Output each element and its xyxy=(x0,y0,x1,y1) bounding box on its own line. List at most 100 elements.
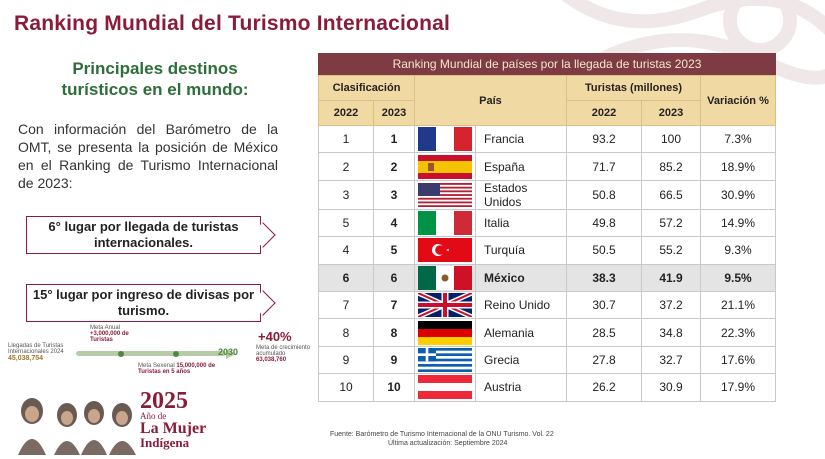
tourists-2023-cell: 30.9 xyxy=(641,373,701,402)
intro-text: Con información del Barómetro de la OMT,… xyxy=(18,121,278,191)
country-cell: Turquía xyxy=(475,236,567,265)
table-row: 8 8 Alemania 28.5 34.8 22.3% xyxy=(318,318,776,347)
tourists-2023-cell: 57.2 xyxy=(641,208,701,238)
variation-cell: 7.3% xyxy=(700,124,776,154)
tourists-2023-cell: 41.9 xyxy=(641,263,701,292)
table-row: 1 1 Francia 93.2 100 7.3% xyxy=(318,124,776,154)
growth-goal-label: Meta de crecimiento acumulado xyxy=(256,345,311,357)
rank-2023-cell: 2 xyxy=(373,152,415,181)
mexico-flag-icon xyxy=(418,265,472,290)
country-cell: Estados Unidos xyxy=(475,179,567,210)
austria-flag-icon xyxy=(418,375,472,400)
rank-2022-cell: 6 xyxy=(318,263,374,292)
rank-2023-cell: 9 xyxy=(373,345,415,375)
table-title: Ranking Mundial de países por la llegada… xyxy=(318,53,776,75)
tourists-2022-cell: 50.5 xyxy=(566,236,642,265)
table-row: 4 5 Turquía 50.5 55.2 9.3% xyxy=(318,236,776,265)
italy-flag-icon xyxy=(418,210,472,235)
timeline-dot-sexennial xyxy=(173,350,179,357)
header-class-2022: 2022 xyxy=(318,100,374,126)
ranking-table: Clasificación País Turistas (millones) V… xyxy=(318,75,776,402)
country-cell: Alemania xyxy=(475,318,567,347)
uk-flag-icon xyxy=(418,293,472,318)
tourists-2022-cell: 49.8 xyxy=(566,208,642,238)
growth-goal: Meta de crecimiento acumulado 63,038,760 xyxy=(256,345,314,363)
rank-2022-cell: 5 xyxy=(318,208,374,238)
year-of-indigenous-woman-logo: 2025 Año de La Mujer Indígena xyxy=(140,389,212,449)
revenue-callout-text: 15° lugar por ingreso de divisas por tur… xyxy=(32,287,255,318)
rank-2022-cell: 7 xyxy=(318,290,374,320)
france-flag-icon xyxy=(418,127,472,152)
table-row: 9 9 Grecia 27.8 32.7 17.6% xyxy=(318,345,776,375)
tourists-2022-cell: 30.7 xyxy=(566,290,642,320)
rank-2023-cell: 10 xyxy=(373,373,415,402)
growth-goal-value: 63,038,760 xyxy=(256,357,287,363)
country-cell: Austria xyxy=(475,373,567,402)
table-row: 2 2 España 71.7 85.2 18.9% xyxy=(318,152,776,181)
flag-cell xyxy=(414,179,476,210)
rank-2022-cell: 9 xyxy=(318,345,374,375)
tourists-2022-cell: 27.8 xyxy=(566,345,642,375)
rank-2023-cell: 3 xyxy=(373,179,415,210)
rank-2023-cell: 1 xyxy=(373,124,415,154)
tourists-2022-cell: 38.3 xyxy=(566,263,642,292)
rank-2023-cell: 4 xyxy=(373,208,415,238)
ranking-table-body: 1 1 Francia 93.2 100 7.3% 2 2 España 71.7 85.2 18.9… xyxy=(318,124,776,402)
variation-cell: 22.3% xyxy=(700,318,776,347)
logo-line2: La Mujer xyxy=(140,420,207,437)
flag-cell xyxy=(414,345,476,375)
rank-2022-cell: 8 xyxy=(318,318,374,347)
timeline-dot-annual xyxy=(118,350,124,357)
arrivals-value: 45,038,754 xyxy=(8,355,44,362)
header-variation: Variación % xyxy=(700,75,776,126)
country-cell: Grecia xyxy=(475,345,567,375)
tourists-2022-cell: 26.2 xyxy=(566,373,642,402)
rank-2023-cell: 8 xyxy=(373,318,415,347)
slide-subtitle: Principales destinos turísticos en el mu… xyxy=(61,59,249,99)
goal-year: 2030 xyxy=(218,347,239,357)
sexennial-goal-value: 15,000,000 de Turistas en 5 años xyxy=(138,363,216,375)
goal-timeline xyxy=(76,351,226,356)
flag-cell xyxy=(414,208,476,238)
table-row: 10 10 Austria 26.2 30.9 17.9% xyxy=(318,373,776,402)
flag-cell xyxy=(414,290,476,320)
footnote-source: Fuente: Barómetro de Turismo Internacion… xyxy=(330,431,554,438)
tourists-2023-cell: 66.5 xyxy=(641,179,701,210)
rank-2022-cell: 10 xyxy=(318,373,374,402)
country-cell: Italia xyxy=(475,208,567,238)
flag-cell xyxy=(414,236,476,265)
greece-flag-icon xyxy=(418,347,472,372)
header-tourists: Turistas (millones) xyxy=(566,75,701,101)
slide-title: Ranking Mundial del Turismo Internaciona… xyxy=(14,12,451,35)
country-cell: Reino Unido xyxy=(475,290,567,320)
table-row: 5 4 Italia 49.8 57.2 14.9% xyxy=(318,208,776,238)
revenue-callout: 15° lugar por ingreso de divisas por tur… xyxy=(26,284,261,322)
rank-2023-cell: 7 xyxy=(373,290,415,320)
header-class-2023: 2023 xyxy=(373,100,415,126)
annual-goal-value: +3,000,000 de Turistas xyxy=(90,331,129,343)
timeline-arrow-icon xyxy=(226,349,236,359)
sexennial-goal-label: Meta Sexenal xyxy=(138,363,175,369)
flag-cell xyxy=(414,318,476,347)
tourists-2023-cell: 100 xyxy=(641,124,701,154)
variation-cell: 30.9% xyxy=(700,179,776,210)
indigenous-women-illustration xyxy=(18,398,136,455)
rank-2022-cell: 4 xyxy=(318,236,374,265)
arrivals-callout: 6° lugar por llegada de turistas interna… xyxy=(26,216,261,254)
tourists-2023-cell: 37.2 xyxy=(641,290,701,320)
flag-cell xyxy=(414,263,476,292)
germany-flag-icon xyxy=(418,320,472,345)
table-row: 6 6 México 38.3 41.9 9.5% xyxy=(318,263,776,292)
tourists-2023-cell: 34.8 xyxy=(641,318,701,347)
country-cell: Francia xyxy=(475,124,567,154)
logo-line1: Año de xyxy=(140,411,167,421)
footnote: Fuente: Barómetro de Turismo Internacion… xyxy=(330,430,554,448)
tourists-2023-cell: 55.2 xyxy=(641,236,701,265)
flag-cell xyxy=(414,124,476,154)
growth-percentage: +40% xyxy=(258,329,292,344)
arrivals-callout-text: 6° lugar por llegada de turistas interna… xyxy=(48,219,239,250)
table-row: 7 7 Reino Unido 30.7 37.2 21.1% xyxy=(318,290,776,320)
arrivals-label: Llegadas de Turistas Internacionales 202… xyxy=(8,343,64,355)
header-country: País xyxy=(414,75,567,126)
country-cell: México xyxy=(475,263,567,292)
